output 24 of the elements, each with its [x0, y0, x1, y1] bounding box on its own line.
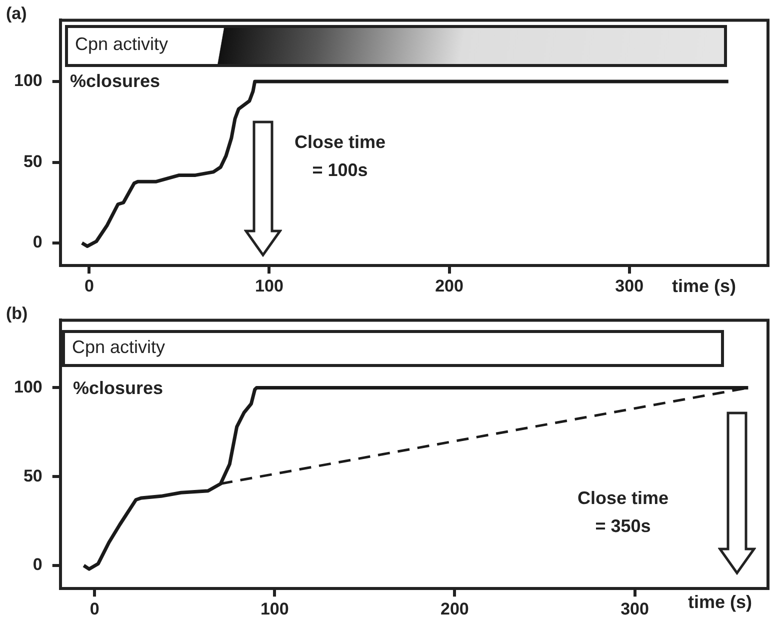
x-tick-label: 200: [440, 599, 469, 618]
y-tick-label: 0: [32, 232, 42, 252]
chart-title: (b): [6, 304, 28, 324]
annotation: Cpn activity: [75, 34, 168, 55]
y-tick-label: 100: [14, 377, 42, 396]
y-axis-title: %closures: [73, 378, 164, 399]
x-axis-title: time (s): [672, 276, 736, 297]
x-tick-label: 300: [615, 276, 644, 296]
x-tick-label: 100: [255, 276, 284, 296]
x-tick-label: 0: [84, 276, 94, 296]
chart-title: (a): [6, 4, 27, 24]
y-tick-label: 50: [23, 466, 42, 486]
x-axis-title: time (s): [688, 592, 752, 613]
x-tick-label: 100: [260, 599, 289, 618]
y-axis-title: %closures: [70, 71, 160, 92]
y-tick-label: 50: [23, 152, 42, 171]
x-tick-label: 200: [435, 276, 464, 296]
annotation: Close time = 100s: [293, 131, 387, 182]
y-tick-label: 100: [14, 71, 42, 90]
annotation: Close time = 350s: [576, 487, 670, 538]
x-tick-label: 300: [620, 599, 649, 618]
annotation: Cpn activity: [72, 337, 166, 358]
y-tick-label: 0: [32, 555, 42, 574]
x-tick-label: 0: [90, 599, 100, 618]
